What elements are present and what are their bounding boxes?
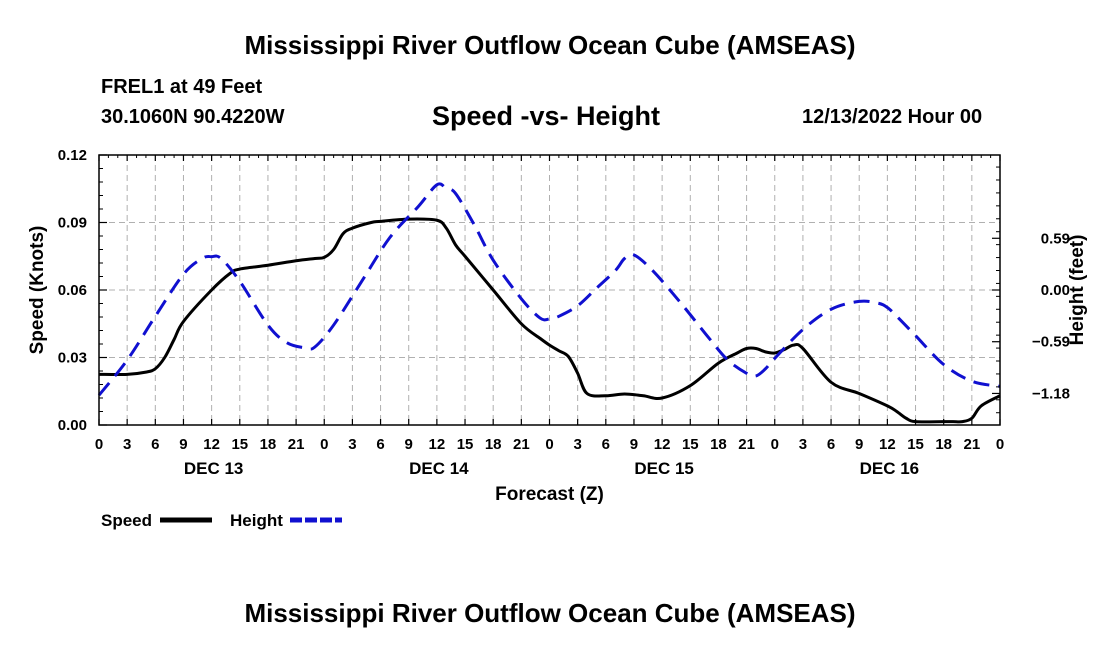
x-tick-label: 9 xyxy=(179,436,187,453)
forecast-datetime: 12/13/2022 Hour 00 xyxy=(802,106,983,128)
chart-title: Mississippi River Outflow Ocean Cube (AM… xyxy=(244,30,856,60)
x-tick-label: 6 xyxy=(151,436,159,453)
x-tick-label: 18 xyxy=(260,436,277,453)
y-tick-label: 0.00 xyxy=(58,417,87,434)
x-tick-label: 0 xyxy=(996,436,1004,453)
day-label: DEC 15 xyxy=(634,459,694,478)
station-label: FREL1 at 49 Feet xyxy=(101,76,263,98)
x-tick-label: 15 xyxy=(907,436,924,453)
x-tick-label: 0 xyxy=(545,436,553,453)
x-tick-label: 3 xyxy=(573,436,581,453)
speed-series-line xyxy=(98,217,1001,424)
x-tick-label: 9 xyxy=(855,436,863,453)
x-tick-label: 21 xyxy=(738,436,755,453)
legend-height-label: Height xyxy=(230,511,283,530)
grid xyxy=(99,155,1000,425)
chart-subtitle: Speed -vs- Height xyxy=(432,101,661,131)
day-label: DEC 14 xyxy=(409,459,469,478)
x-tick-label: 15 xyxy=(682,436,699,453)
x-tick-label: 3 xyxy=(799,436,807,453)
x-tick-label: 15 xyxy=(457,436,474,453)
x-tick-label: 6 xyxy=(602,436,610,453)
x-axis-title: Forecast (Z) xyxy=(495,484,604,505)
legend: Speed Height xyxy=(101,511,342,530)
x-tick-label: 12 xyxy=(429,436,446,453)
x-tick-label: 9 xyxy=(630,436,638,453)
y2-tick-label: −0.59 xyxy=(1032,334,1070,351)
x-tick-label: 21 xyxy=(288,436,305,453)
y-tick-label: 0.06 xyxy=(58,282,87,299)
day-label: DEC 16 xyxy=(860,459,920,478)
y2-tick-label: −1.18 xyxy=(1032,385,1070,402)
day-label: DEC 13 xyxy=(184,459,244,478)
x-tick-label: 3 xyxy=(123,436,131,453)
y2-tick-label: 0.00 xyxy=(1041,282,1070,299)
series xyxy=(97,182,1001,424)
x-tick-label: 18 xyxy=(485,436,502,453)
y2-tick-label: 0.59 xyxy=(1041,230,1070,247)
y-tick-label: 0.09 xyxy=(58,215,87,232)
y-tick-label: 0.12 xyxy=(58,147,87,164)
y-axis-title: Speed (Knots) xyxy=(27,226,48,355)
x-tick-label: 6 xyxy=(376,436,384,453)
x-tick-label: 18 xyxy=(935,436,952,453)
x-tick-label: 12 xyxy=(654,436,671,453)
footer-title: Mississippi River Outflow Ocean Cube (AM… xyxy=(244,598,856,628)
x-tick-label: 0 xyxy=(320,436,328,453)
x-tick-label: 12 xyxy=(203,436,220,453)
x-tick-label: 0 xyxy=(771,436,779,453)
legend-speed-label: Speed xyxy=(101,511,152,530)
y2-axis-title: Height (feet) xyxy=(1067,235,1088,346)
y-tick-label: 0.03 xyxy=(58,350,87,367)
x-tick-label: 21 xyxy=(964,436,981,453)
x-tick-label: 9 xyxy=(405,436,413,453)
x-tick-label: 6 xyxy=(827,436,835,453)
x-tick-label: 12 xyxy=(879,436,896,453)
x-tick-label: 21 xyxy=(513,436,530,453)
station-coordinates: 30.1060N 90.4220W xyxy=(101,106,285,128)
x-tick-label: 0 xyxy=(95,436,103,453)
axis-ticks xyxy=(98,154,1001,426)
x-tick-label: 3 xyxy=(348,436,356,453)
x-tick-label: 15 xyxy=(231,436,248,453)
height-series-line xyxy=(97,182,1001,397)
x-tick-label: 18 xyxy=(710,436,727,453)
axis-labels: 0 3 6 9 12 15 18 21 0 3 6 9 12 15 18 21 0 3 6 9 12 15 18 21 0 3 6 9… xyxy=(27,147,1088,505)
